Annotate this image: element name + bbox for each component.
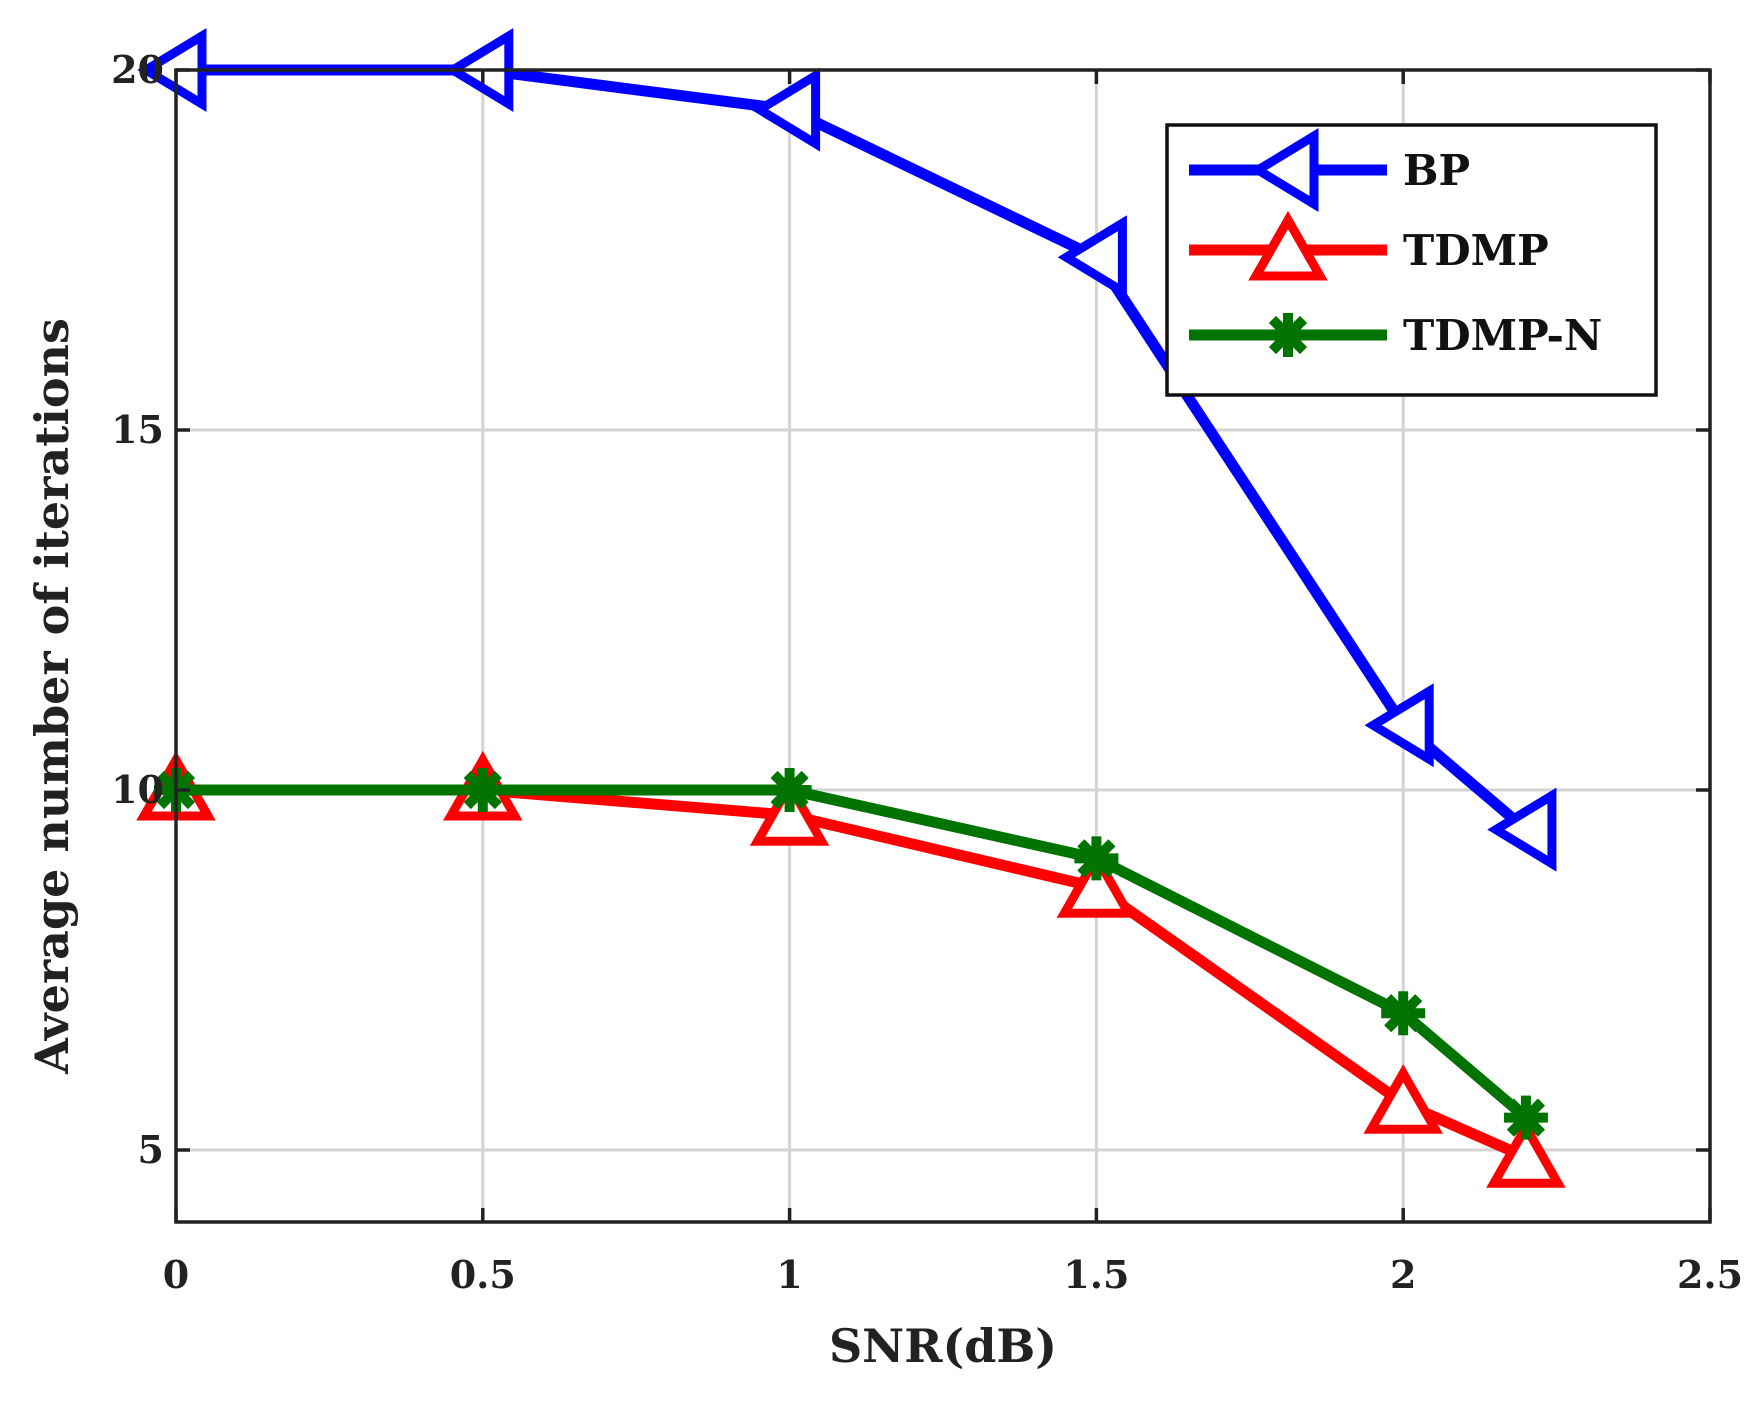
- x-tick-label: 1: [776, 1252, 802, 1297]
- legend: BP TDMP TDMP-N: [1165, 123, 1658, 397]
- series-line: [176, 784, 1530, 1122]
- legend-label: TDMP-N: [1403, 311, 1602, 360]
- data-point: [1487, 787, 1557, 872]
- data-point: [1503, 1095, 1548, 1140]
- legend-entry-tdmp: TDMP: [1189, 210, 1549, 281]
- data-point: [1363, 1064, 1443, 1134]
- data-point: [750, 67, 821, 152]
- data-point: [749, 776, 830, 846]
- data-point: [1248, 210, 1328, 281]
- data-point: [1074, 836, 1119, 881]
- y-tick-label: 20: [111, 47, 164, 92]
- plot-frame: [174, 68, 1712, 1224]
- x-axis-title: SNR(dB): [829, 1319, 1057, 1373]
- x-tick-label: 1.5: [1063, 1252, 1129, 1297]
- x-tick-label: 0.5: [450, 1252, 516, 1297]
- data-point: [1381, 991, 1426, 1036]
- data-point: [1056, 848, 1137, 918]
- data-point: [1486, 1118, 1566, 1188]
- x-tick-label: 2: [1390, 1252, 1416, 1297]
- legend-label: TDMP: [1403, 226, 1549, 275]
- legend-label: BP: [1403, 146, 1470, 195]
- data-point: [1249, 128, 1319, 212]
- data-point: [1266, 313, 1310, 357]
- data-point: [460, 768, 505, 812]
- legend-entry-tdmp-n: TDMP-N: [1189, 311, 1602, 360]
- y-tick-label: 15: [111, 407, 164, 452]
- x-tick-label: 0: [163, 1252, 189, 1297]
- data-point: [1057, 215, 1127, 300]
- data-point: [767, 768, 812, 812]
- x-tick-label: 2.5: [1677, 1252, 1743, 1297]
- series-tdmp-n: [154, 768, 1548, 1140]
- y-tick-label: 5: [138, 1127, 164, 1172]
- axis-ticks: 0 0.5 1 1.5 2 2.5 5 10 15 20: [111, 47, 1743, 1297]
- y-axis-title: Average number of iterations: [25, 318, 79, 1075]
- series-tdmp: [136, 750, 1566, 1188]
- data-point: [1364, 683, 1434, 768]
- legend-entry-bp: BP: [1189, 128, 1470, 212]
- y-tick-label: 10: [111, 767, 164, 812]
